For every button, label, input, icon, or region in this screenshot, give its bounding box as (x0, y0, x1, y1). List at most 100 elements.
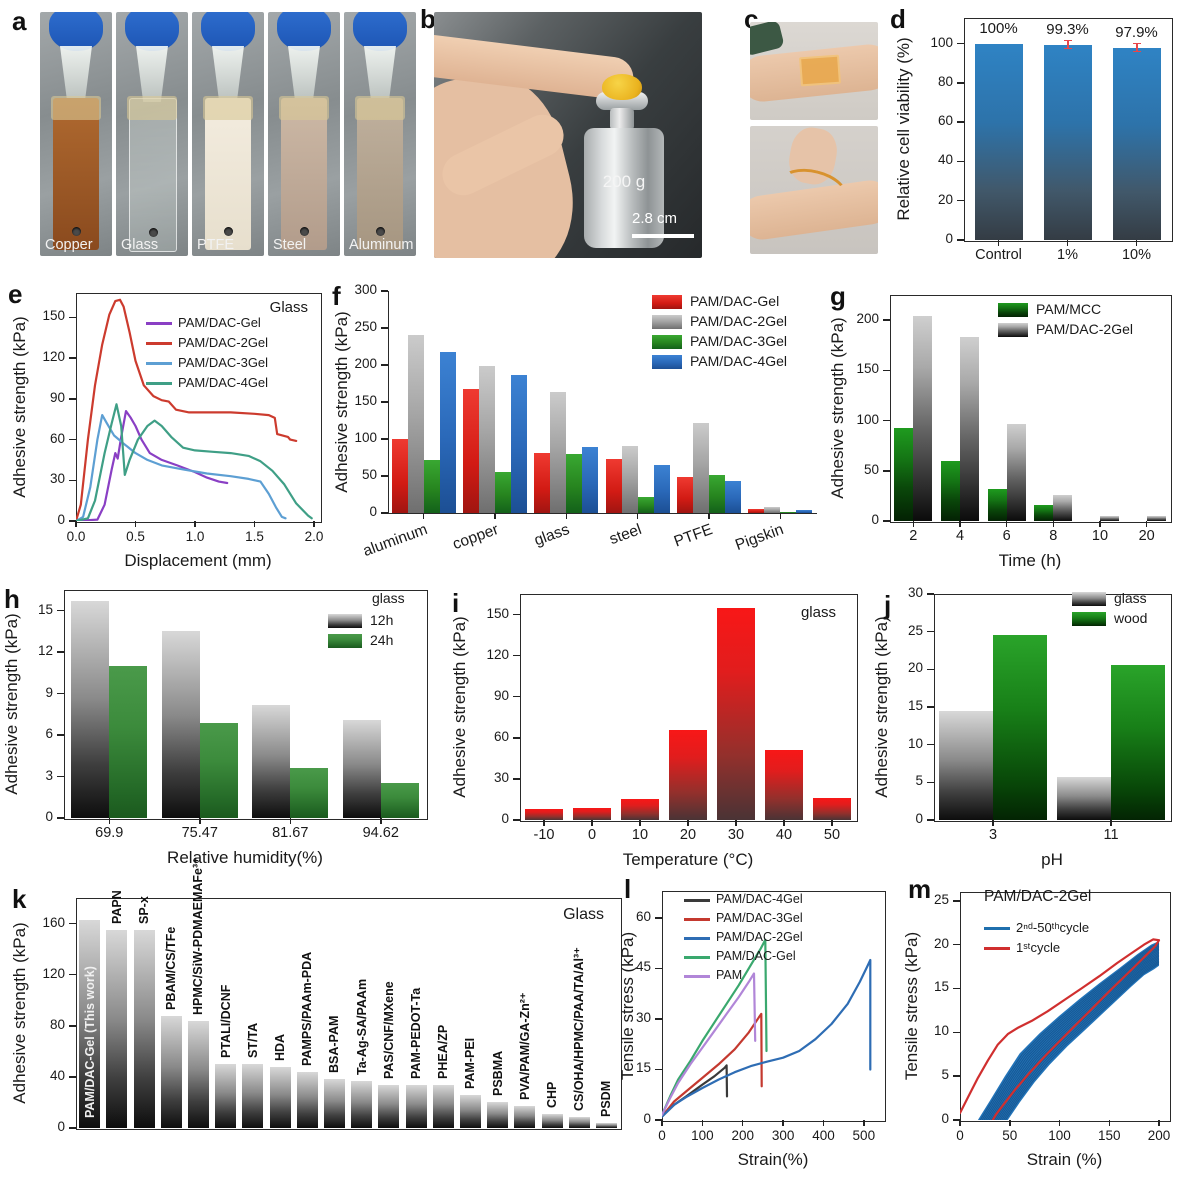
y-tick-label: 150 (42, 308, 65, 324)
plot-annotation: Glass (563, 906, 604, 923)
panel-letter-a: a (12, 6, 27, 36)
y-tick (957, 199, 964, 202)
legend-label: 12h (370, 612, 394, 628)
bar-label: PSDM (599, 1080, 614, 1117)
bar (133, 929, 155, 1128)
panel-j-ph-chart: j 0 5 10 15 20 25 30 Adhesive strength (kPa) 3 11… (872, 578, 1179, 878)
y-tick (953, 1075, 960, 1077)
y-tick (953, 1031, 960, 1034)
y-tick (883, 520, 890, 522)
x-tick (253, 521, 256, 527)
panel-letter-m: m (908, 874, 932, 904)
x-tick-label: 1.0 (185, 529, 205, 544)
x-tick (494, 513, 496, 519)
bar-value-label: 97.9% (1115, 23, 1158, 41)
x-category-label: 40 (775, 827, 793, 843)
bar (252, 704, 291, 818)
error-bar-cap (1063, 47, 1072, 50)
substrate-hole (148, 228, 158, 237)
plot-frame (890, 295, 1172, 523)
x-tick (992, 820, 994, 826)
x-category-label: -10 (533, 827, 555, 843)
y-tick (381, 290, 388, 292)
collar (51, 96, 101, 120)
x-tick-label: 150 (1098, 1128, 1121, 1143)
substrate (129, 98, 177, 252)
y-tick (953, 1119, 960, 1121)
bar (514, 1106, 536, 1128)
panel-e-displacement-curves: e 0 30 60 90 120 150 0.0 0.5 1.0 1.5 2.0 Adhesive s… (8, 281, 330, 573)
y-tick-label: 60 (635, 908, 651, 924)
legend-label: PAM/DAC-4Gel (178, 375, 269, 390)
collar (203, 96, 253, 120)
y-axis-label: Adhesive strength (kPa) (332, 311, 351, 493)
y-tick (927, 819, 934, 821)
bar (511, 375, 527, 513)
y-tick (57, 734, 64, 736)
x-category-label: 11 (1103, 827, 1119, 843)
y-tick (69, 922, 76, 925)
bar (621, 799, 659, 820)
y-tick (57, 775, 64, 778)
legend-swatch (998, 323, 1028, 337)
x-category-label: 81.67 (272, 825, 309, 841)
legend-label: PAM/MCC (1036, 301, 1102, 317)
bar-label: PAPN (109, 890, 124, 924)
bar-label: PAS/CNF/MXene (381, 980, 396, 1079)
x-tick-label: 100 (1048, 1128, 1071, 1143)
gel-cone (60, 46, 92, 102)
y-axis-label: Tensile stress (kPa) (618, 931, 637, 1080)
y-tick-label: 0 (45, 809, 53, 824)
legend-label: PAM/DAC-3Gel (716, 911, 803, 925)
bar (764, 507, 781, 513)
bar-value-label: 100% (979, 19, 1018, 37)
y-tick-label: 15 (635, 1060, 651, 1076)
bar (725, 481, 741, 513)
y-axis-label: Tensile stress (kPa) (902, 931, 921, 1081)
bar (432, 1084, 454, 1128)
bar (960, 337, 979, 521)
bar (582, 447, 599, 513)
collar (127, 96, 177, 120)
data-series (662, 1012, 763, 1118)
substrate-hole (299, 227, 309, 236)
x-category-label: 69.9 (95, 825, 124, 841)
y-tick (69, 398, 76, 400)
panel-c: c (738, 4, 888, 262)
bar-label: CHP (545, 1081, 559, 1108)
data-series (76, 298, 298, 521)
y-tick-label: 0 (915, 811, 923, 826)
data-series (992, 952, 1160, 1120)
x-tick-label: 0 (956, 1128, 964, 1143)
bar (380, 783, 419, 818)
weight-mass-label: 200 g (602, 172, 646, 191)
substrate-hole (71, 227, 81, 236)
x-tick (134, 521, 137, 527)
y-tick-label: 30 (635, 1009, 651, 1025)
y-tick (655, 1119, 662, 1121)
data-series (999, 958, 1160, 1120)
y-axis-label: Adhesive strength (kPa) (872, 616, 891, 798)
plot-canvas (76, 298, 313, 521)
bar (974, 43, 1023, 240)
bar (351, 1080, 373, 1128)
bar-label: CS/OHA/HPMC/PAA/TA/Al³⁺ (572, 946, 587, 1111)
sample-label: Copper (45, 237, 93, 253)
x-tick-label: 2.0 (304, 529, 324, 544)
bar (269, 1066, 291, 1128)
data-series (76, 409, 229, 521)
x-tick (108, 818, 110, 824)
bar-label: HDA (273, 1033, 287, 1061)
data-series (1001, 960, 1160, 1120)
y-tick (69, 438, 76, 441)
plot-frame (662, 891, 886, 1122)
sleeve (750, 22, 785, 57)
legend-label: 2ⁿᵈ-50ᵗʰcycle (1016, 920, 1090, 935)
bar (717, 607, 755, 820)
x-axis-label: Strain(%) (737, 1150, 809, 1169)
y-tick (927, 743, 934, 746)
x-tick-label: 0.0 (66, 529, 86, 544)
bar (479, 365, 495, 513)
y-tick (513, 737, 520, 739)
data-series (960, 938, 1161, 1120)
